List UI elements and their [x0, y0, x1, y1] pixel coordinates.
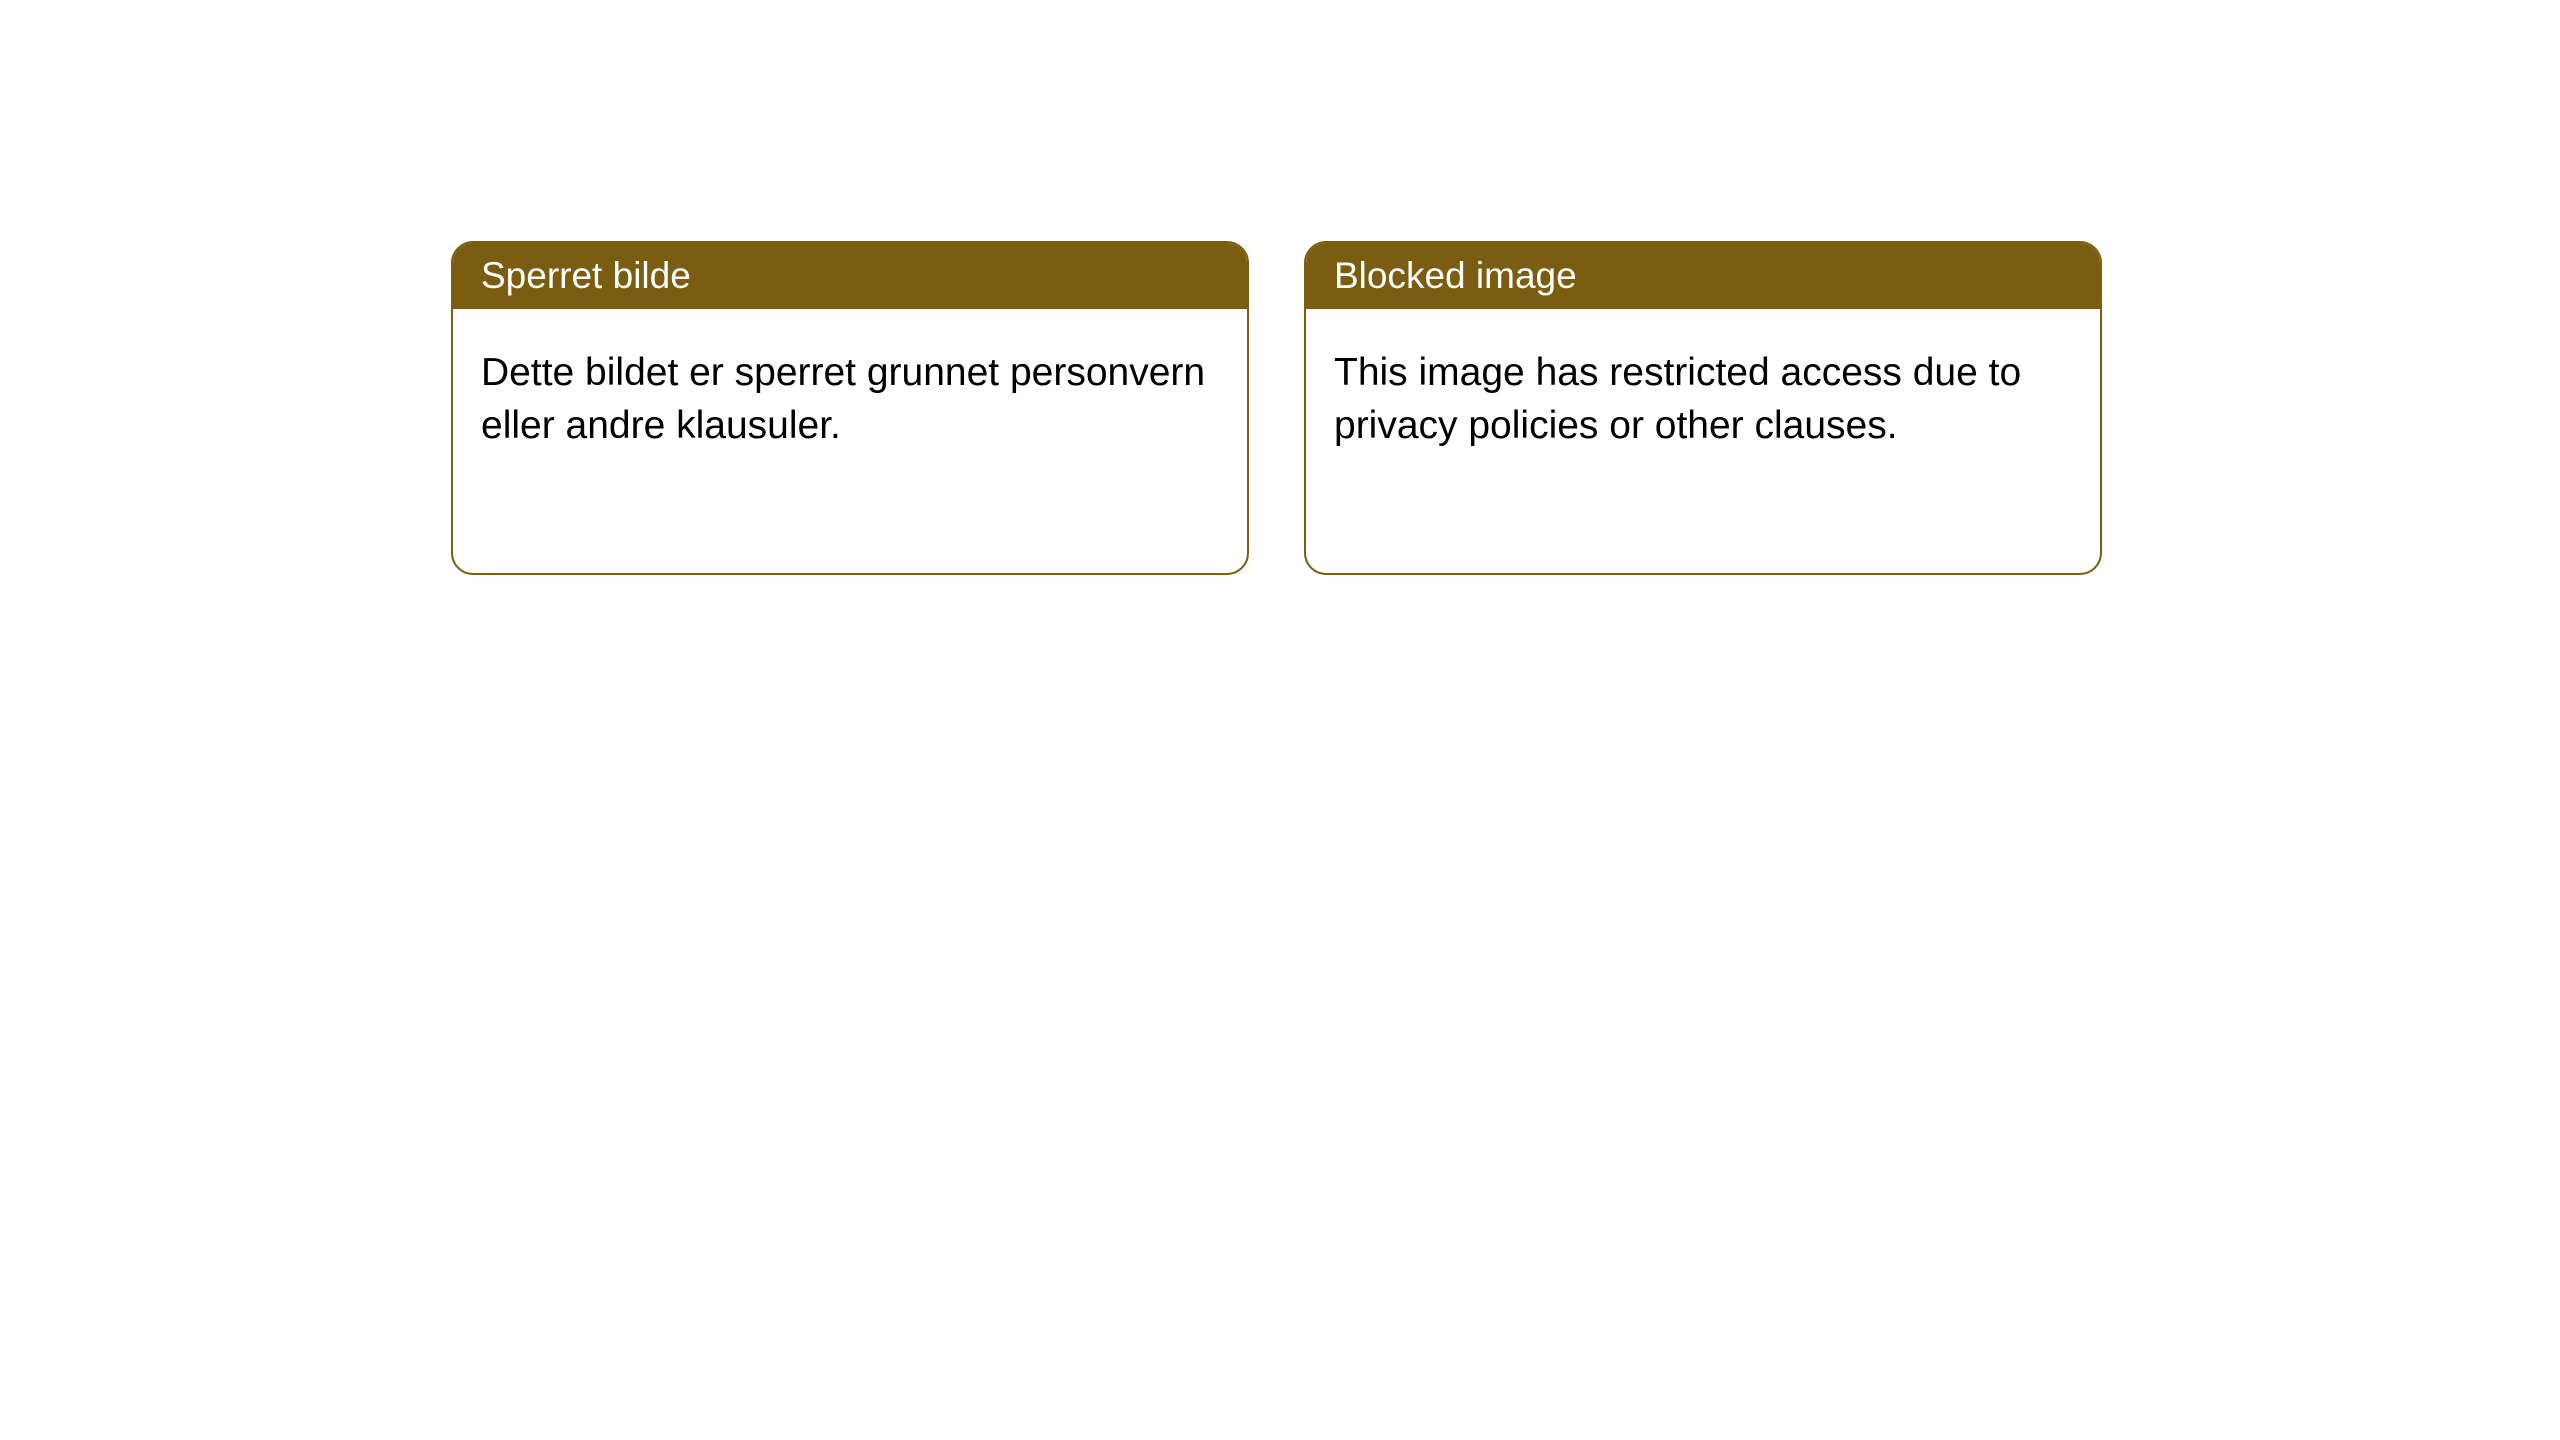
panel-body: Dette bildet er sperret grunnet personve… — [453, 309, 1247, 490]
panel-header: Blocked image — [1306, 243, 2100, 309]
notice-panels-container: Sperret bilde Dette bildet er sperret gr… — [451, 241, 2102, 575]
panel-title: Blocked image — [1334, 255, 1577, 296]
panel-message: This image has restricted access due to … — [1334, 351, 2021, 447]
panel-body: This image has restricted access due to … — [1306, 309, 2100, 490]
notice-panel-english: Blocked image This image has restricted … — [1304, 241, 2102, 575]
panel-title: Sperret bilde — [481, 255, 691, 296]
notice-panel-norwegian: Sperret bilde Dette bildet er sperret gr… — [451, 241, 1249, 575]
panel-header: Sperret bilde — [453, 243, 1247, 309]
panel-message: Dette bildet er sperret grunnet personve… — [481, 351, 1205, 447]
